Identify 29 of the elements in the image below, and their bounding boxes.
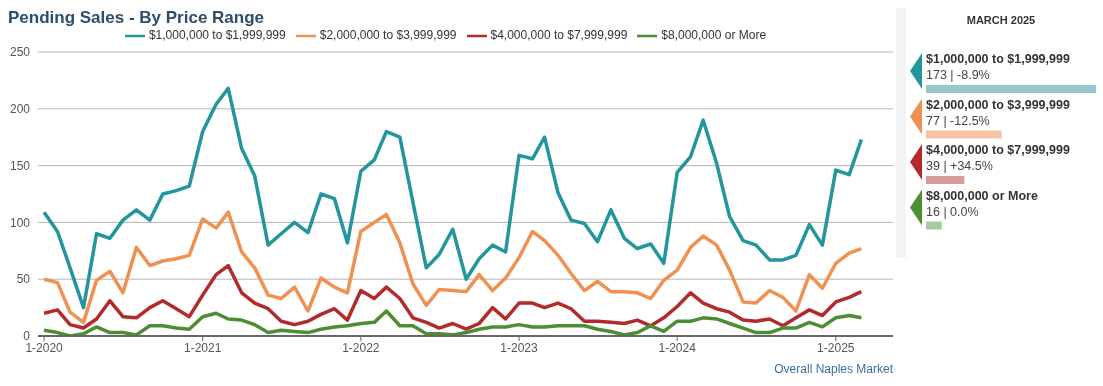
y-tick-label: 50 bbox=[16, 272, 31, 287]
legend-label: $8,000,000 or More bbox=[661, 28, 767, 43]
x-tick-label: 1-2025 bbox=[817, 340, 855, 355]
y-tick-label: $4,000,000 to $7,999,999 bbox=[926, 143, 1070, 157]
legend-label: $4,000,000 to $7,999,999 bbox=[490, 28, 628, 43]
y-tick-label: $1,000,000 to $1,999,999 bbox=[926, 52, 1070, 66]
line-series bbox=[42, 263, 864, 331]
data-label: 16 | 0.0% bbox=[926, 204, 979, 219]
data-label: 77 | -12.5% bbox=[926, 113, 990, 128]
legend-label: $2,000,000 to $3,999,999 bbox=[319, 28, 457, 43]
x-tick-label: 1-2021 bbox=[183, 340, 222, 355]
data-label: 173 | -8.9% bbox=[926, 68, 990, 82]
y-tick-label: 250 bbox=[9, 45, 31, 60]
data-label: 39 | +34.5% bbox=[926, 159, 993, 173]
y-tick-label: 100 bbox=[9, 215, 31, 230]
chart-title: MARCH 2025 bbox=[965, 13, 1037, 26]
line-series bbox=[42, 86, 864, 310]
y-tick-label: $2,000,000 to $3,999,999 bbox=[926, 97, 1070, 112]
y-tick-label: 150 bbox=[9, 158, 31, 173]
y-tick-label: 200 bbox=[9, 102, 31, 117]
x-tick-label: 1-2023 bbox=[500, 340, 539, 355]
x-tick-label: 1-2024 bbox=[658, 340, 697, 355]
chart-title: Pending Sales - By Price Range bbox=[8, 8, 265, 28]
y-tick-label: $8,000,000 or More bbox=[926, 188, 1038, 203]
line-series bbox=[42, 210, 864, 325]
x-tick-label: 1-2022 bbox=[342, 340, 380, 355]
line-series bbox=[42, 309, 864, 336]
text: Overall Naples Market bbox=[774, 362, 893, 376]
legend-label: $1,000,000 to $1,999,999 bbox=[148, 28, 286, 43]
